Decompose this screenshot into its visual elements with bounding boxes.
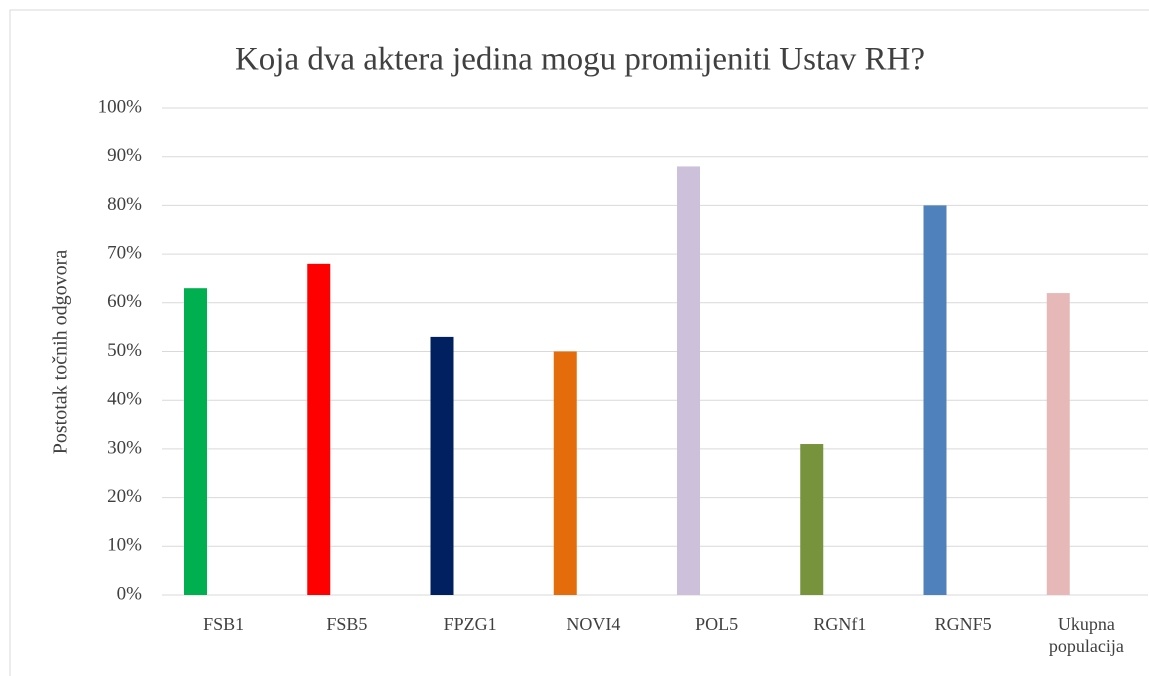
y-tick-label: 70% bbox=[107, 242, 142, 263]
bar bbox=[553, 351, 577, 595]
y-tick-label: 30% bbox=[107, 437, 142, 458]
x-tick-label: NOVI4 bbox=[566, 614, 621, 634]
bar bbox=[677, 166, 700, 595]
bar bbox=[430, 336, 454, 595]
bar bbox=[800, 444, 824, 595]
y-tick-label: 60% bbox=[107, 291, 142, 312]
bar bbox=[1046, 293, 1070, 595]
y-tick-label: 10% bbox=[107, 535, 142, 556]
bar bbox=[307, 263, 331, 595]
y-tick-label: 90% bbox=[107, 145, 142, 166]
x-tick-label: FSB5 bbox=[326, 614, 368, 634]
y-tick-label: 0% bbox=[117, 583, 143, 604]
y-axis-label: Postotak točnih odgovora bbox=[50, 250, 72, 455]
x-tick-label: POL5 bbox=[695, 614, 739, 634]
x-tick-label: RGNF5 bbox=[934, 614, 992, 634]
x-tick-label: RGNf1 bbox=[813, 614, 867, 634]
y-tick-label: 40% bbox=[107, 389, 142, 410]
y-tick-label: 80% bbox=[107, 194, 142, 215]
x-tick-label: FPZG1 bbox=[443, 614, 497, 634]
chart-title: Koja dva aktera jedina mogu promijeniti … bbox=[235, 42, 925, 78]
x-tick-label: Ukupna populacija bbox=[1048, 614, 1124, 656]
y-tick-label: 20% bbox=[107, 486, 142, 507]
y-tick-label: 100% bbox=[98, 96, 143, 117]
x-tick-label: FSB1 bbox=[203, 614, 245, 634]
y-tick-label: 50% bbox=[107, 340, 142, 361]
bar bbox=[184, 288, 207, 595]
bar bbox=[923, 205, 947, 595]
chart-border bbox=[9, 9, 1149, 676]
